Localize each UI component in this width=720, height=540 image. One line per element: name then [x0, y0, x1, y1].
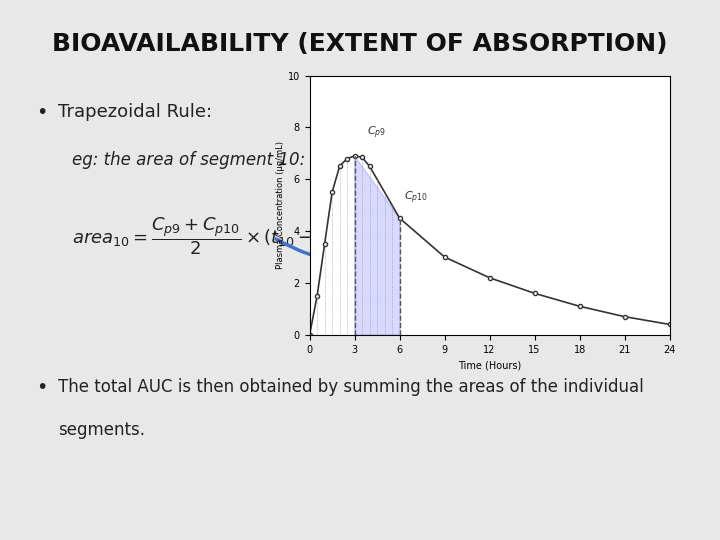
X-axis label: Time (Hours): Time (Hours) — [458, 360, 521, 370]
Text: •: • — [36, 103, 48, 122]
Text: Trapezoidal Rule:: Trapezoidal Rule: — [58, 103, 212, 120]
Text: $C_{p9}$: $C_{p9}$ — [366, 125, 386, 141]
Y-axis label: Plasma Concentration (μg/mL): Plasma Concentration (μg/mL) — [276, 141, 285, 269]
Text: The total AUC is then obtained by summing the areas of the individual: The total AUC is then obtained by summin… — [58, 378, 644, 396]
Text: eg: the area of segment 10:: eg: the area of segment 10: — [72, 151, 305, 169]
Text: segments.: segments. — [58, 421, 145, 439]
Text: •: • — [36, 378, 48, 397]
Text: $C_{p10}$: $C_{p10}$ — [404, 190, 428, 206]
Text: $area_{10} = \dfrac{C_{p9} + C_{p10}}{2} \times (t_{10} - t_9)$: $area_{10} = \dfrac{C_{p9} + C_{p10}}{2}… — [72, 216, 340, 258]
Polygon shape — [355, 156, 400, 335]
Text: BIOAVAILABILITY (EXTENT OF ABSORPTION): BIOAVAILABILITY (EXTENT OF ABSORPTION) — [53, 32, 667, 56]
